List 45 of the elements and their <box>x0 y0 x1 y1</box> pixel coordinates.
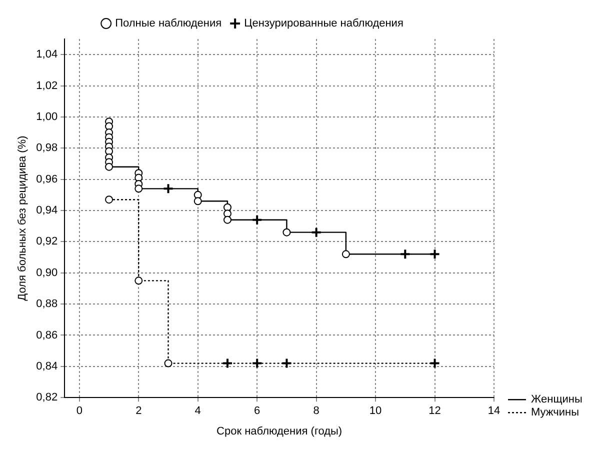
x-axis-title: Срок наблюдения (годы) <box>216 425 342 438</box>
point <box>429 358 440 369</box>
point <box>252 214 263 226</box>
x-tick-label: 0 <box>76 405 82 418</box>
point <box>134 184 143 193</box>
y-axis-title: Доля больных без рецидива (%) <box>16 136 29 301</box>
point <box>281 358 292 369</box>
point <box>400 248 411 260</box>
legend-label: Полные наблюдения <box>115 18 222 30</box>
y-tick-label: 1,04 <box>36 48 58 61</box>
y-tick-label: 0,98 <box>36 142 58 154</box>
y-tick-label: 0,94 <box>36 204 58 217</box>
legend-label: Цензурированные наблюдения <box>244 18 404 30</box>
x-tick-label: 6 <box>254 405 260 418</box>
y-tick-label: 0,88 <box>36 298 58 310</box>
point <box>282 228 291 236</box>
y-tick-label: 0,96 <box>36 173 58 186</box>
x-tick-label: 12 <box>428 405 441 418</box>
y-tick-label: 0,86 <box>36 329 58 342</box>
y-tick-label: 0,82 <box>36 392 58 404</box>
y-tick-label: 0,90 <box>36 266 58 279</box>
point <box>223 216 232 224</box>
point <box>194 197 202 206</box>
point <box>310 226 322 238</box>
point <box>222 358 233 369</box>
x-tick-label: 2 <box>136 405 142 418</box>
x-tick-label: 14 <box>488 405 500 418</box>
point <box>164 359 172 368</box>
x-tick-label: 8 <box>313 405 320 418</box>
point <box>162 183 174 194</box>
point <box>223 203 232 212</box>
y-tick-label: 0,84 <box>36 360 58 372</box>
legend-label: Мужчины <box>531 406 580 419</box>
x-tick-label: 4 <box>194 405 201 418</box>
legend-label: Женщины <box>531 394 582 406</box>
point <box>105 196 114 204</box>
point <box>105 162 114 171</box>
y-tick-label: 1,00 <box>36 110 58 123</box>
y-tick-label: 0,92 <box>36 236 58 248</box>
point <box>429 248 440 260</box>
x-tick-label: 10 <box>369 405 382 418</box>
point <box>342 250 350 258</box>
point <box>134 276 143 285</box>
y-tick-label: 1,02 <box>36 80 58 92</box>
point <box>252 358 263 369</box>
